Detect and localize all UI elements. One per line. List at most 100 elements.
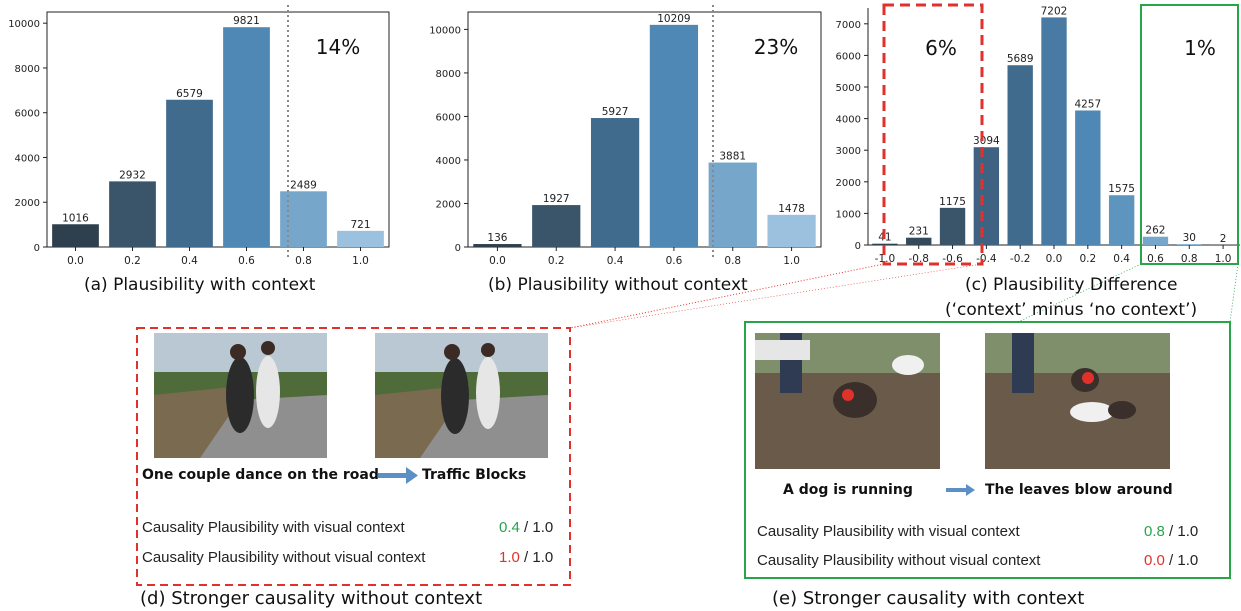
chart-2-xtick-label: -0.6: [942, 253, 963, 265]
chart-c-positive-highlight: [1140, 4, 1239, 265]
chart-1-ytick-label: 10000: [429, 25, 461, 36]
panel-d-row2-label: Causality Plausibility without visual co…: [142, 549, 426, 566]
chart-1-xtick-label: 1.0: [783, 255, 800, 267]
chart-0-xtick-label: 0.2: [124, 255, 141, 267]
chart-2-value-label: 7202: [1041, 5, 1068, 17]
arrow-e: [946, 484, 975, 496]
chart-1-value-label: 10209: [657, 13, 690, 25]
panel-d-frame: [136, 327, 571, 586]
panel-d-row2-max: / 1.0: [524, 549, 554, 566]
panel-d-row1-score: 0.4 / 1.0: [499, 519, 553, 536]
arrow-d: [378, 467, 418, 484]
panel-d-row2-score: 1.0 / 1.0: [499, 549, 553, 566]
chart-1-xtick-label: 0.0: [489, 255, 506, 267]
panel-e-row2-label: Causality Plausibility without visual co…: [757, 552, 1041, 569]
chart-c-negative-highlight: [882, 3, 984, 266]
chart-0-value-label: 721: [350, 219, 370, 231]
panel-e-row2-value: 0.0: [1144, 552, 1165, 569]
chart-2-value-label: 5689: [1007, 53, 1034, 65]
chart-2-xtick-label: -0.8: [908, 253, 929, 265]
chart-2-bar: [973, 147, 1000, 245]
photo-e-left: [755, 333, 940, 469]
chart-2-value-label: 231: [909, 226, 929, 238]
chart-b: 0 2000 4000 6000 8000 10000 136 0.0 1927 0.2 5927 0…: [429, 11, 822, 267]
chart-0-bar: [223, 27, 270, 247]
chart-c: 0100020003000400050006000700041-1.0231-0…: [836, 5, 1240, 265]
chart-0-ytick-label: 0: [34, 243, 40, 254]
panel-e-row2-max: / 1.0: [1169, 552, 1199, 569]
panel-e-title: (e) Stronger causality with context: [772, 588, 1085, 609]
chart-1-xtick-label: 0.2: [548, 255, 565, 267]
chart-b-frame: [467, 11, 822, 248]
chart-2-bar: [1007, 65, 1033, 245]
chart-2-ytick-label: 2000: [836, 178, 861, 189]
chart-2-xtick-label: -1.0: [875, 253, 896, 265]
chart-0-xtick-label: 0.6: [238, 255, 255, 267]
chart-2-value-label: 262: [1145, 225, 1165, 237]
chart-2-ytick-label: 7000: [836, 20, 861, 31]
chart-0-ytick-label: 2000: [15, 198, 40, 209]
chart-0-value-label: 9821: [233, 15, 260, 27]
chart-2-ytick-label: 0: [855, 241, 861, 252]
chart-2-bar: [939, 207, 966, 245]
chart-1-ytick-label: 0: [455, 243, 461, 254]
chart-a: 0 2000 4000 6000 8000 10000 1016 0.0 2932 0.2 6579…: [8, 11, 390, 267]
panel-e-row2-score: 0.0 / 1.0: [1144, 552, 1198, 569]
chart-0-xtick-label: 0.8: [295, 255, 312, 267]
photo-d-right: [375, 333, 548, 458]
panel-e-row1-value: 0.8: [1144, 523, 1165, 540]
chart-1-value-label: 3881: [719, 151, 746, 163]
chart-0-ytick-label: 6000: [15, 109, 40, 120]
chart-2-value-label: 3094: [973, 135, 1000, 147]
chart-0-ytick-label: 8000: [15, 64, 40, 75]
panel-e-frame: [744, 321, 1231, 579]
chart-0-bar: [337, 230, 384, 247]
chart-2-value-label: 1575: [1108, 183, 1135, 195]
chart-2-xtick-label: 0.2: [1079, 253, 1096, 265]
connector-red-2: [569, 263, 983, 329]
chart-2-bar: [1176, 244, 1202, 245]
chart-2-ytick-label: 5000: [836, 83, 861, 94]
chart-2-value-label: 4257: [1074, 98, 1101, 110]
chart-0-xtick-label: 1.0: [352, 255, 369, 267]
chart-c-annotation-right: 1%: [1184, 36, 1216, 60]
chart-c-caption-line2: (‘context’ minus ‘no context’): [945, 300, 1198, 320]
chart-1-ytick-label: 8000: [436, 69, 461, 80]
chart-1-xtick-label: 0.6: [666, 255, 683, 267]
chart-2-xtick-label: 0.0: [1046, 253, 1063, 265]
chart-2-xtick-label: 0.6: [1147, 253, 1164, 265]
chart-b-annotation: 23%: [754, 35, 798, 59]
chart-0-bar: [109, 181, 156, 247]
chart-0-value-label: 1016: [62, 212, 89, 224]
chart-0-xtick-label: 0.0: [67, 255, 84, 267]
panel-d-caption-left: One couple dance on the road: [142, 467, 379, 483]
chart-2-ytick-label: 3000: [836, 146, 861, 157]
chart-2-value-label: 2: [1220, 233, 1227, 245]
chart-0-ytick-label: 10000: [8, 19, 40, 30]
panel-e-row1-score: 0.8 / 1.0: [1144, 523, 1198, 540]
chart-2-xtick-label: 0.8: [1181, 253, 1198, 265]
chart-0-xtick-label: 0.4: [181, 255, 198, 267]
panel-d-row1-value: 0.4: [499, 519, 520, 536]
panel-d-row1-max: / 1.0: [524, 519, 554, 536]
chart-a-frame: [46, 11, 390, 248]
connector-red: [569, 263, 885, 329]
chart-2-bar: [906, 237, 932, 245]
chart-1-ytick-label: 2000: [436, 199, 461, 210]
chart-1-value-label: 5927: [602, 106, 629, 118]
chart-1-bar: [590, 118, 640, 247]
chart-b-caption: (b) Plausibility without context: [488, 275, 748, 295]
chart-0-value-label: 6579: [176, 88, 203, 100]
panel-d-row2-value: 1.0: [499, 549, 520, 566]
chart-2-xtick-label: -0.2: [1010, 253, 1031, 265]
chart-2-bar: [1108, 195, 1135, 245]
photo-d-left: [154, 333, 327, 458]
chart-1-xtick-label: 0.8: [724, 255, 741, 267]
chart-2-bar: [872, 243, 898, 245]
chart-a-caption: (a) Plausibility with context: [84, 275, 316, 295]
chart-1-bar: [532, 205, 581, 247]
chart-1-bar: [473, 244, 522, 247]
chart-0-bar: [52, 224, 99, 247]
chart-1-value-label: 1478: [778, 203, 805, 215]
panel-d-row1-label: Causality Plausibility with visual conte…: [142, 519, 405, 536]
